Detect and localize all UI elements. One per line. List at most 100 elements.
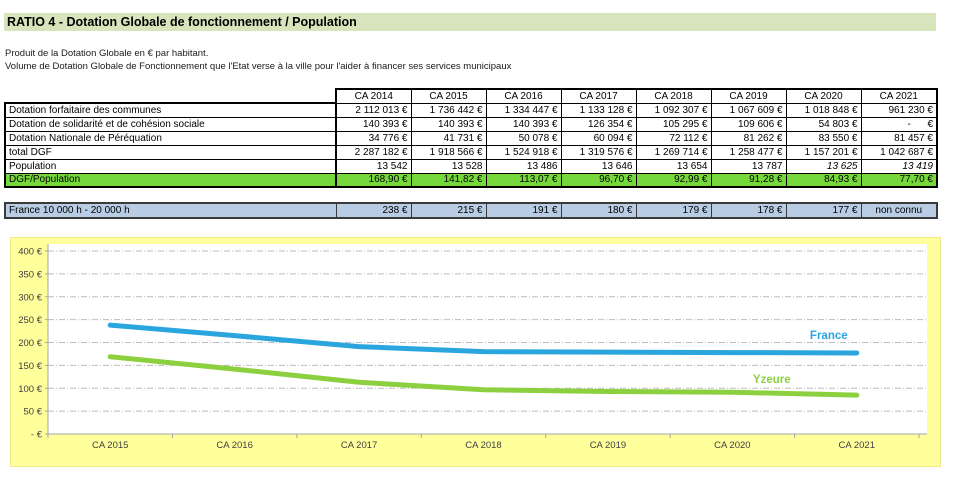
yzeure-line[interactable] xyxy=(107,354,860,398)
table-cell[interactable]: 109 606 € xyxy=(710,116,787,132)
row-label[interactable]: Dotation Nationale de Péréquation xyxy=(4,130,337,146)
row-label[interactable]: Population xyxy=(4,158,337,174)
table-cell[interactable]: 1 092 307 € xyxy=(635,102,712,118)
france-comparison-row: France 10 000 h - 20 000 h 238 €215 €191 … xyxy=(4,202,938,219)
dgf-population-line-chart[interactable]: - € 50 € 100 € 150 € 200 € 250 € 300 € 350 € 400… xyxy=(10,237,941,467)
x-tick-label: CA 2021 xyxy=(839,440,875,451)
table-cell[interactable]: 13 528 xyxy=(410,158,487,174)
table-cell[interactable]: 13 625 xyxy=(785,158,862,174)
y-tick-label: 350 € xyxy=(18,269,42,280)
france-row: France 10 000 h - 20 000 h 238 €215 €191 … xyxy=(4,202,938,219)
france-cell[interactable]: 191 € xyxy=(485,202,562,219)
table-cell[interactable]: 140 393 € xyxy=(410,116,487,132)
table-cell[interactable]: 1 157 201 € xyxy=(785,144,862,160)
france-series-label: France xyxy=(810,330,848,342)
table-cell[interactable]: 168,90 € xyxy=(335,172,412,188)
table-cell[interactable]: 126 354 € xyxy=(560,116,637,132)
chart-canvas: - € 50 € 100 € 150 € 200 € 250 € 300 € 350 € 400… xyxy=(18,244,927,451)
table-cell[interactable]: 91,28 € xyxy=(710,172,787,188)
subtitle-line-1: Produit de la Dotation Globale en € par … xyxy=(5,48,209,59)
table-cell[interactable]: 140 393 € xyxy=(485,116,562,132)
row-label[interactable]: total DGF xyxy=(4,144,337,160)
column-header-ca-2014[interactable]: CA 2014 xyxy=(335,88,412,104)
column-header-ca-2017[interactable]: CA 2017 xyxy=(560,88,637,104)
x-tick-label: CA 2016 xyxy=(216,440,252,451)
table-cell[interactable]: 13 486 xyxy=(485,158,562,174)
column-header-ca-2019[interactable]: CA 2019 xyxy=(710,88,787,104)
subtitle-line-2: Volume de Dotation Globale de Fonctionne… xyxy=(5,61,512,72)
france-cell[interactable]: 215 € xyxy=(410,202,487,219)
table-cell[interactable]: 1 334 447 € xyxy=(485,102,562,118)
table-cell[interactable]: 1 319 576 € xyxy=(560,144,637,160)
row-label[interactable]: Dotation de solidarité et de cohésion so… xyxy=(4,116,337,132)
y-tick-label: 200 € xyxy=(18,338,42,349)
table-cell[interactable]: 961 230 € xyxy=(860,102,938,118)
table-cell[interactable]: 13 542 xyxy=(335,158,412,174)
x-tick-label: CA 2020 xyxy=(714,440,750,451)
table-cell[interactable]: 50 078 € xyxy=(485,130,562,146)
table-row: DGF/Population 168,90 €141,82 €113,07 €96… xyxy=(4,172,938,188)
table-cell[interactable]: 81 262 € xyxy=(710,130,787,146)
table-cell[interactable]: 13 419 xyxy=(860,158,938,174)
france-cell-unknown[interactable]: non connu xyxy=(860,202,938,219)
y-tick-label: 250 € xyxy=(18,315,42,326)
table-cell[interactable]: 1 269 714 € xyxy=(635,144,712,160)
france-cell[interactable]: 179 € xyxy=(635,202,712,219)
row-label[interactable]: Dotation forfaitaire des communes xyxy=(4,102,337,118)
table-cell[interactable]: 140 393 € xyxy=(335,116,412,132)
table-row: Dotation Nationale de Péréquation 34 776 … xyxy=(4,130,938,146)
column-header-ca-2018[interactable]: CA 2018 xyxy=(635,88,712,104)
table-cell[interactable]: 60 094 € xyxy=(560,130,637,146)
y-tick-label: 150 € xyxy=(18,361,42,372)
dgf-table: CA 2014 CA 2015 CA 2016 CA 2017 CA 2018 CA 20… xyxy=(4,88,938,188)
table-cell[interactable]: 1 736 442 € xyxy=(410,102,487,118)
column-header-ca-2020[interactable]: CA 2020 xyxy=(785,88,862,104)
y-tick-label: 300 € xyxy=(18,292,42,303)
row-label[interactable]: DGF/Population xyxy=(4,172,337,188)
table-cell[interactable]: - € xyxy=(860,116,938,132)
table-cell[interactable]: 84,93 € xyxy=(785,172,862,188)
table-cell[interactable]: 83 550 € xyxy=(785,130,862,146)
table-cell[interactable]: 41 731 € xyxy=(410,130,487,146)
table-cell[interactable]: 105 295 € xyxy=(635,116,712,132)
table-cell[interactable]: 2 112 013 € xyxy=(335,102,412,118)
france-cell[interactable]: 178 € xyxy=(710,202,787,219)
france-cell[interactable]: 177 € xyxy=(785,202,862,219)
y-tick-label: 100 € xyxy=(18,384,42,395)
france-cell[interactable]: 238 € xyxy=(335,202,412,219)
table-cell[interactable]: 92,99 € xyxy=(635,172,712,188)
table-cell[interactable]: 13 654 xyxy=(635,158,712,174)
table-corner-spacer xyxy=(5,89,336,103)
table-cell[interactable]: 113,07 € xyxy=(485,172,562,188)
table-cell[interactable]: 81 457 € xyxy=(860,130,938,146)
table-row: Population 13 542 13 528 13 486 13 646 13 654… xyxy=(4,158,938,174)
table-cell[interactable]: 1 258 477 € xyxy=(710,144,787,160)
column-header-ca-2015[interactable]: CA 2015 xyxy=(410,88,487,104)
yzeure-series-label: Yzeure xyxy=(753,374,791,386)
table-cell[interactable]: 1 524 918 € xyxy=(485,144,562,160)
table-cell[interactable]: 77,70 € xyxy=(860,172,938,188)
table-cell[interactable]: 13 787 xyxy=(710,158,787,174)
table-cell[interactable]: 141,82 € xyxy=(410,172,487,188)
table-cell[interactable]: 1 918 566 € xyxy=(410,144,487,160)
france-row-label[interactable]: France 10 000 h - 20 000 h xyxy=(4,202,337,219)
table-cell[interactable]: 34 776 € xyxy=(335,130,412,146)
table-row: total DGF 2 287 182 €1 918 566 €1 524 918… xyxy=(4,144,938,160)
table-cell[interactable]: 1 133 128 € xyxy=(560,102,637,118)
table-cell[interactable]: 2 287 182 € xyxy=(335,144,412,160)
plot-area xyxy=(48,244,927,434)
page-title: RATIO 4 - Dotation Globale de fonctionne… xyxy=(4,13,936,31)
column-header-ca-2016[interactable]: CA 2016 xyxy=(485,88,562,104)
y-tick-label: - € xyxy=(31,430,43,441)
france-line[interactable] xyxy=(107,322,860,356)
x-tick-label: CA 2019 xyxy=(590,440,626,451)
table-cell[interactable]: 96,70 € xyxy=(560,172,637,188)
france-cell[interactable]: 180 € xyxy=(560,202,637,219)
table-cell[interactable]: 1 018 848 € xyxy=(785,102,862,118)
table-cell[interactable]: 13 646 xyxy=(560,158,637,174)
table-cell[interactable]: 72 112 € xyxy=(635,130,712,146)
table-cell[interactable]: 54 803 € xyxy=(785,116,862,132)
table-cell[interactable]: 1 042 687 € xyxy=(860,144,938,160)
column-header-ca-2021[interactable]: CA 2021 xyxy=(860,88,938,104)
table-cell[interactable]: 1 067 609 € xyxy=(710,102,787,118)
